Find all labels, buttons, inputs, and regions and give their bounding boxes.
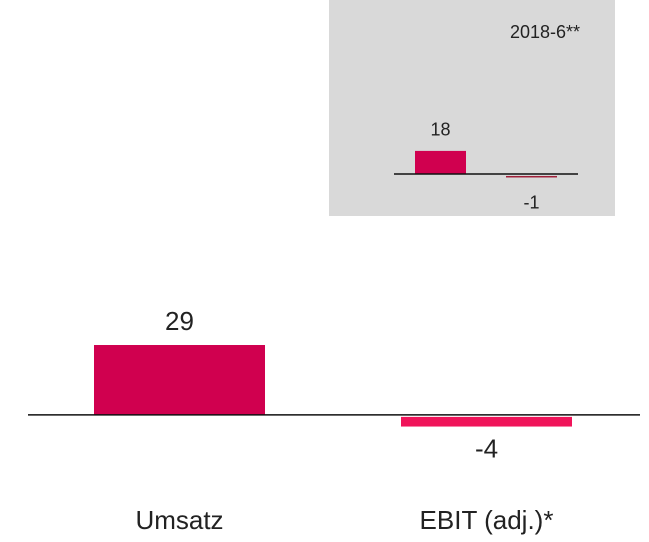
value-label: -4 — [475, 433, 498, 463]
inset-title: 2018-6** — [510, 22, 580, 42]
x-tick-label: EBIT (adj.)* — [420, 505, 554, 535]
value-label: 29 — [165, 306, 194, 336]
x-tick-label: Umsatz — [135, 505, 223, 535]
value-label: -1 — [523, 193, 539, 213]
bar — [94, 345, 265, 415]
value-label: 18 — [430, 120, 450, 140]
bar — [506, 175, 557, 178]
bar — [415, 150, 466, 174]
inset-background — [329, 0, 615, 216]
bar — [401, 416, 572, 427]
